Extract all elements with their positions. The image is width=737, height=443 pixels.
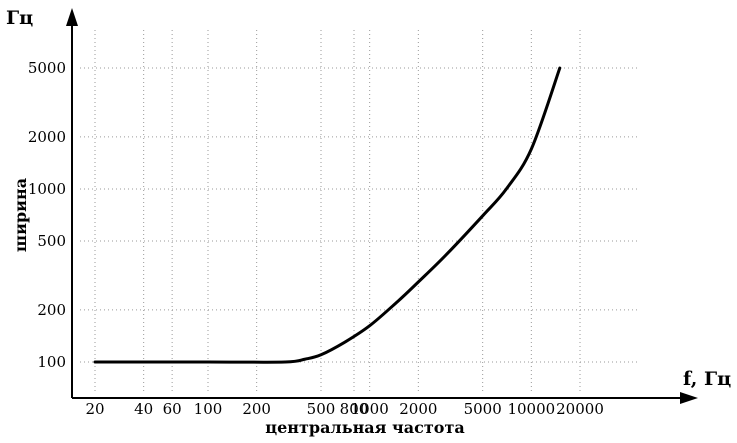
x-tick-label-2: 60 bbox=[163, 400, 182, 418]
y-tick-labels: 100 200 500 1000 2000 5000 bbox=[28, 59, 66, 371]
series-line-0 bbox=[93, 66, 562, 364]
y-tick-label-3: 1000 bbox=[28, 180, 66, 198]
x-tick-label-8: 2000 bbox=[399, 400, 437, 418]
x-tick-label-4: 200 bbox=[242, 400, 271, 418]
x-axis-label: центральная частота bbox=[265, 418, 464, 437]
y-tick-label-4: 2000 bbox=[28, 128, 66, 146]
x-unit-label: f, Гц bbox=[683, 368, 731, 390]
x-tick-label-11: 20000 bbox=[556, 400, 604, 418]
x-tick-label-10: 10000 bbox=[507, 400, 555, 418]
y-axis-arrow bbox=[66, 8, 78, 26]
y-tick-label-0: 100 bbox=[37, 353, 66, 371]
x-axis-arrow bbox=[680, 392, 698, 404]
axes bbox=[66, 8, 698, 404]
x-tick-label-7: 1000 bbox=[351, 400, 389, 418]
y-tick-label-1: 200 bbox=[37, 301, 66, 319]
x-tick-label-5: 500 bbox=[307, 400, 336, 418]
y-axis-label: ширина bbox=[11, 178, 30, 252]
x-tick-label-6: 800 bbox=[340, 400, 369, 418]
x-tick-label-9: 5000 bbox=[464, 400, 502, 418]
x-tick-label-0: 20 bbox=[85, 400, 104, 418]
y-tick-label-2: 500 bbox=[37, 232, 66, 250]
series-group bbox=[93, 66, 562, 364]
x-tick-label-3: 100 bbox=[194, 400, 223, 418]
grid bbox=[80, 30, 640, 392]
y-unit-label: Гц bbox=[6, 7, 33, 29]
x-tick-label-1: 40 bbox=[134, 400, 153, 418]
y-tick-label-5: 5000 bbox=[28, 59, 66, 77]
